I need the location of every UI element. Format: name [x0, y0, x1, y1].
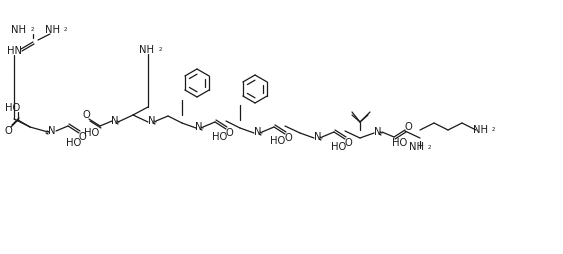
- Text: $_2$: $_2$: [63, 25, 68, 35]
- Text: N: N: [374, 127, 382, 137]
- Text: N: N: [314, 132, 321, 142]
- Text: N: N: [195, 122, 203, 132]
- Text: O: O: [78, 132, 86, 142]
- Text: HO: HO: [332, 142, 347, 152]
- Text: N: N: [111, 116, 119, 126]
- Text: HO: HO: [392, 138, 408, 148]
- Text: O: O: [284, 133, 292, 143]
- Text: HO: HO: [270, 136, 285, 146]
- Text: O: O: [404, 122, 412, 132]
- Text: $_2$: $_2$: [30, 25, 35, 35]
- Text: N: N: [148, 116, 156, 126]
- Text: HO: HO: [66, 138, 82, 148]
- Text: O: O: [225, 128, 233, 138]
- Text: HO: HO: [212, 132, 227, 142]
- Text: HO: HO: [84, 128, 100, 138]
- Text: NH: NH: [472, 125, 488, 135]
- Text: HN: HN: [7, 46, 21, 56]
- Text: $_2$: $_2$: [491, 125, 496, 135]
- Text: O: O: [4, 126, 12, 136]
- Text: $_2$: $_2$: [158, 45, 163, 55]
- Text: NH: NH: [409, 142, 423, 152]
- Text: NH: NH: [140, 45, 154, 55]
- Text: O: O: [344, 138, 352, 148]
- Text: O: O: [82, 110, 90, 120]
- Text: NH: NH: [11, 25, 26, 35]
- Text: N: N: [48, 126, 56, 136]
- Text: $_2$: $_2$: [427, 142, 432, 151]
- Text: HO: HO: [6, 103, 21, 113]
- Text: NH: NH: [44, 25, 60, 35]
- Text: N: N: [254, 127, 262, 137]
